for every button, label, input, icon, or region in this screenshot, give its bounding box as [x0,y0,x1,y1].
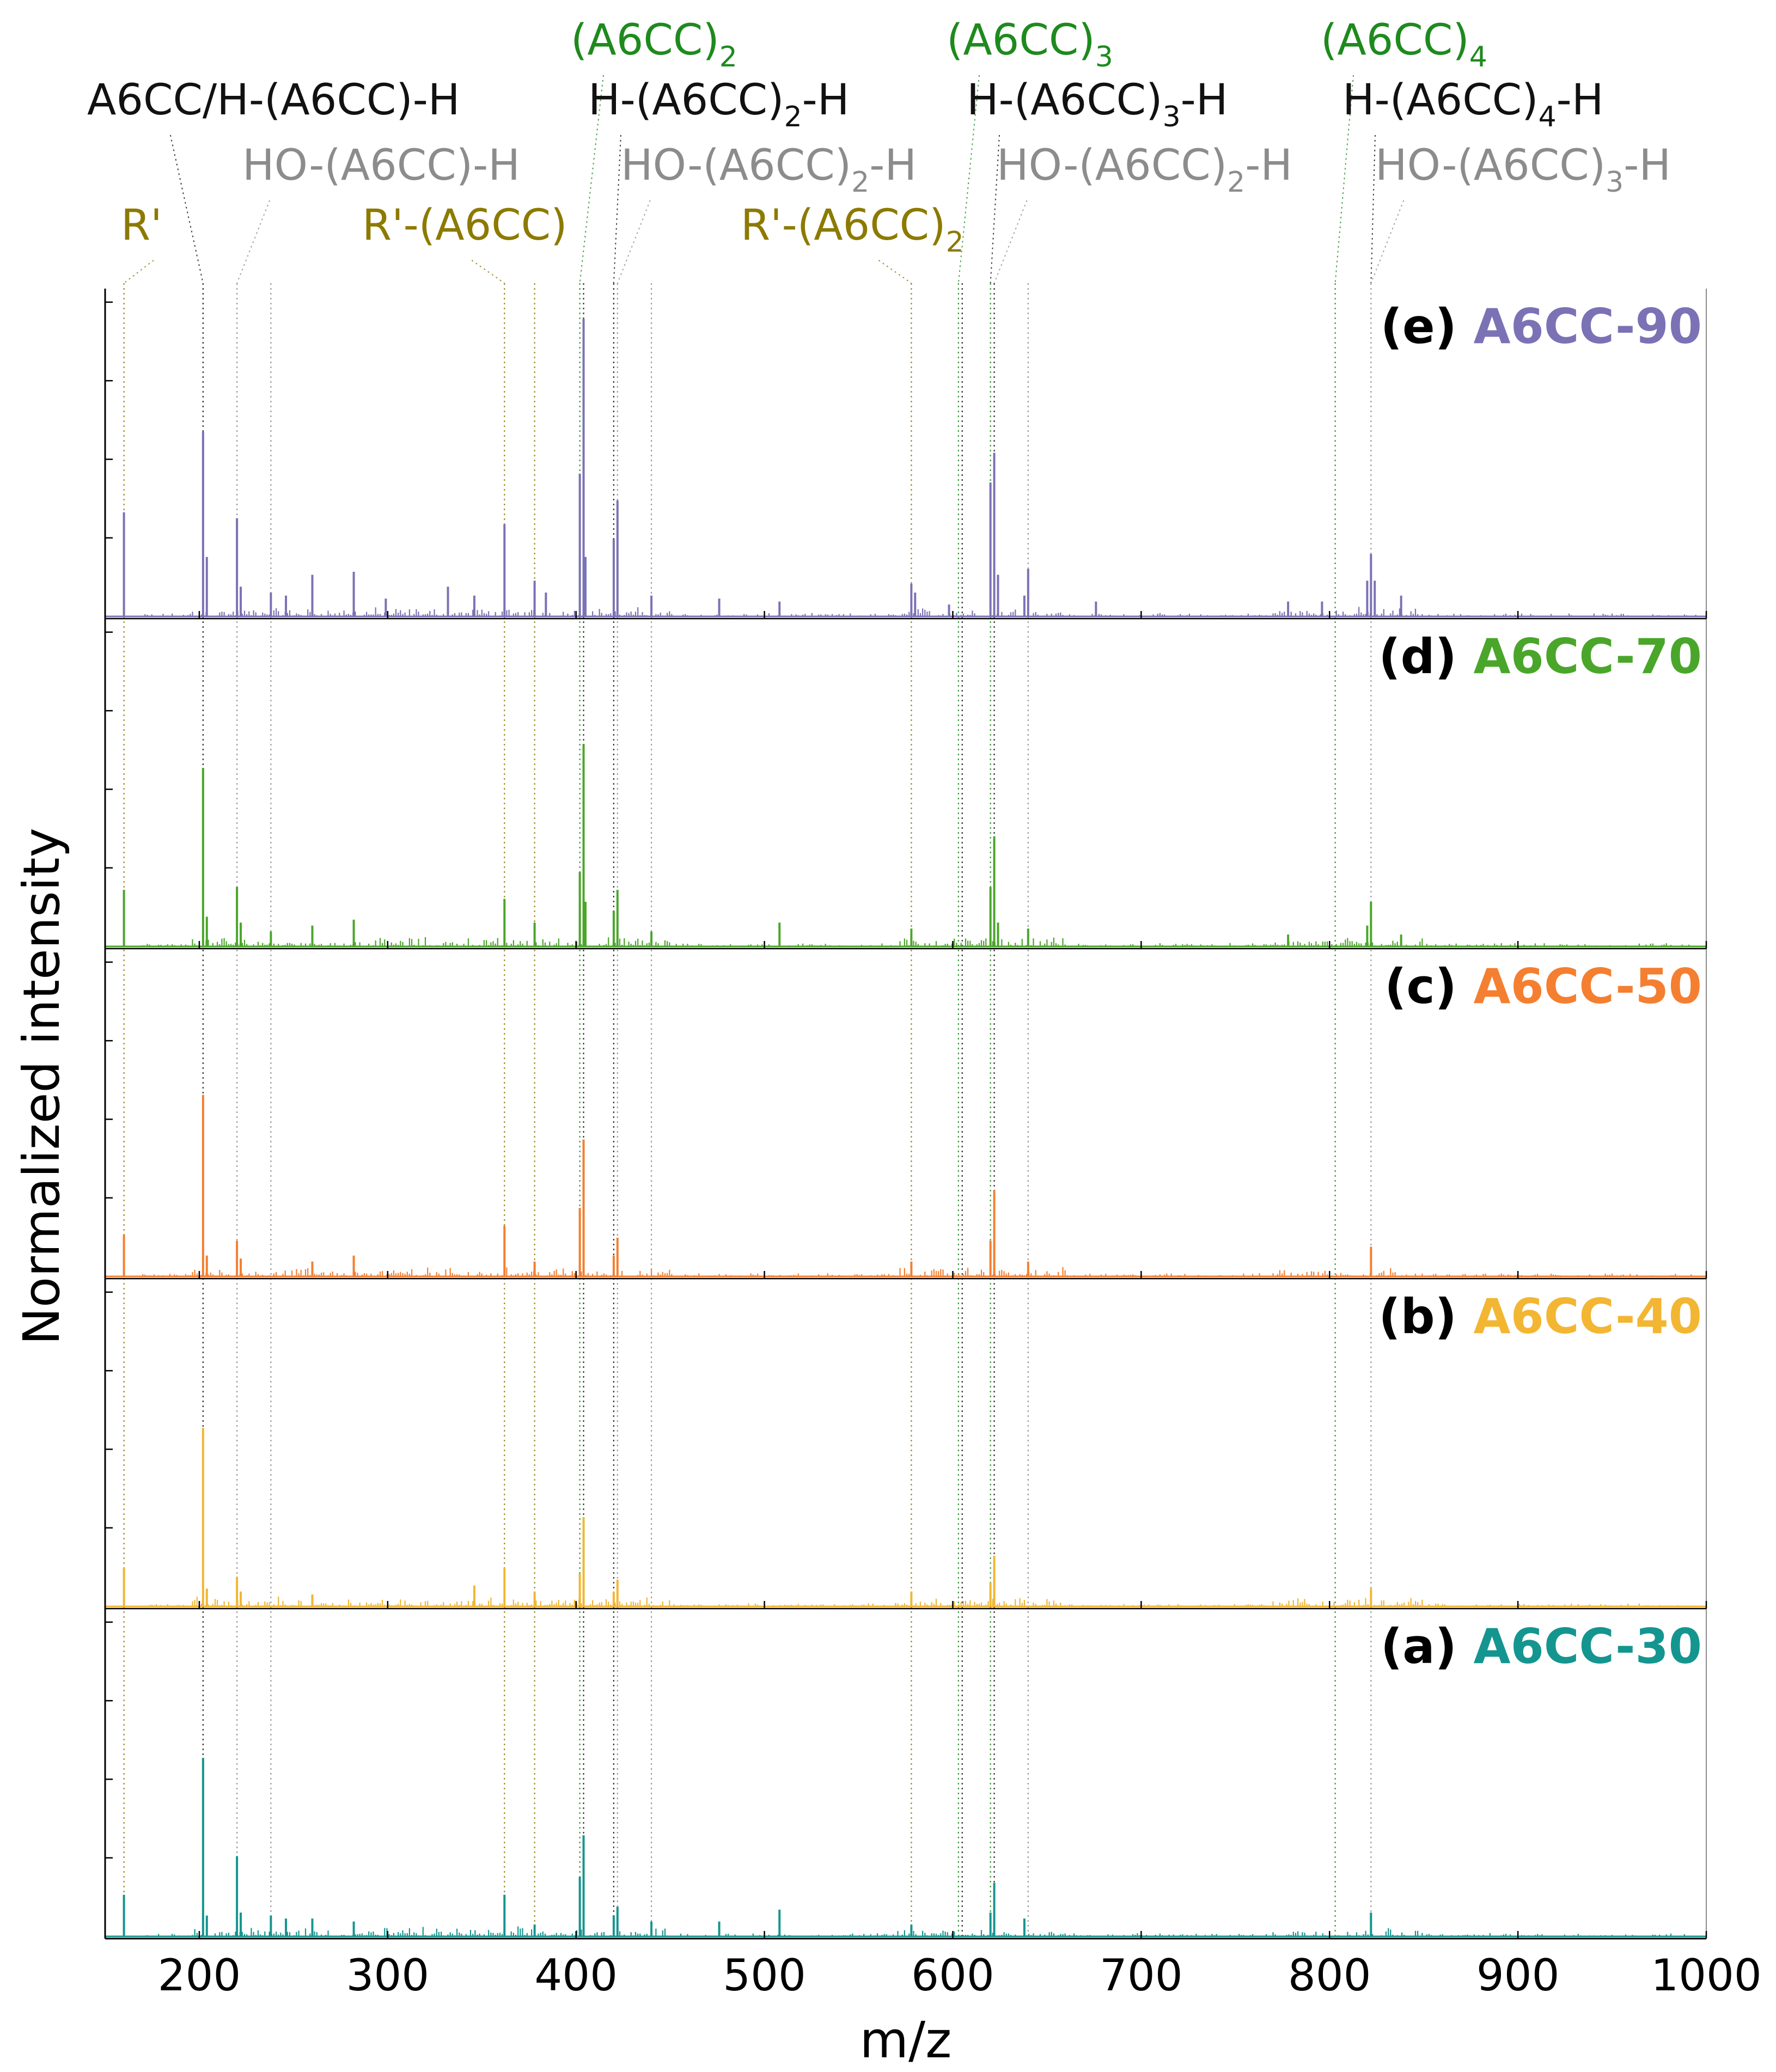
annotation-connector-6 [1370,135,1376,284]
annotation-5: H-(A6CC)3-H [967,76,1228,133]
noise-b [142,1597,1696,1606]
panel-letter-e: (e) [1381,298,1474,354]
panel-letter-c: (c) [1384,958,1473,1014]
annotation-connector-11 [123,260,154,284]
annotation-connector-0 [579,75,604,284]
annotation-connector-10 [1370,200,1405,284]
annotation-tail-6: -H [1557,76,1604,125]
annotation-tail-10: -H [1624,141,1671,190]
annotation-sub-1: 3 [1095,41,1113,74]
annotation-sub-6: 4 [1539,101,1557,133]
annotation-text-3: A6CC/H-(A6CC)-H [87,76,460,125]
annotation-tail-8: -H [869,141,917,190]
x-tick-label-2: 400 [534,1950,618,2001]
x-tick-label-3: 500 [723,1950,806,2001]
annotation-sub-4: 2 [784,101,802,133]
annotation-connector-8 [617,200,651,284]
annotation-6: H-(A6CC)4-H [1342,76,1603,133]
annotation-7: HO-(A6CC)-H [242,141,520,190]
annotation-connector-4 [613,135,621,284]
y-axis-title: Normalized intensity [13,828,71,1345]
noise-e [142,607,1696,616]
panel-label-b: (b) A6CC-40 [1378,1288,1702,1344]
annotation-connector-7 [236,200,271,284]
annotation-3: A6CC/H-(A6CC)-H [87,76,460,125]
annotation-1: (A6CC)3 [947,16,1113,74]
x-tick-label-5: 700 [1100,1950,1183,2001]
annotation-connector-13 [878,260,912,284]
annotation-sub-2: 4 [1469,41,1487,74]
panel-name-c: A6CC-50 [1473,958,1702,1014]
panel-label-c: (c) A6CC-50 [1384,958,1702,1014]
annotation-tail-4: -H [802,76,850,125]
annotation-sub-0: 2 [719,41,737,74]
x-tick-label-8: 1000 [1651,1950,1762,2001]
panel-label-d: (d) A6CC-70 [1378,628,1702,684]
annotation-4: H-(A6CC)2-H [588,76,849,133]
annotation-sub-8: 2 [851,166,869,199]
annotation-text-4: H-(A6CC) [588,76,784,125]
annotation-tail-5: -H [1181,76,1228,125]
annotation-8: HO-(A6CC)2-H [621,141,917,199]
annotation-connector-12 [471,260,505,284]
annotation-tail-9: -H [1245,141,1292,190]
annotation-connector-2 [1334,75,1354,284]
annotation-2: (A6CC)4 [1321,16,1487,74]
x-tick-label-1: 300 [346,1950,429,2001]
panel-label-a: (a) A6CC-30 [1381,1618,1702,1674]
annotation-text-1: (A6CC) [947,16,1095,65]
panel-name-a: A6CC-30 [1473,1618,1702,1674]
annotation-text-9: HO-(A6CC) [997,141,1227,190]
panel-name-e: A6CC-90 [1473,298,1702,354]
annotation-sub-10: 3 [1606,166,1624,199]
annotation-connector-9 [993,200,1028,284]
x-tick-label-4: 600 [911,1950,994,2001]
annotation-text-10: HO-(A6CC) [1375,141,1606,190]
panel-letter-d: (d) [1378,628,1473,684]
annotation-12: R'-(A6CC) [362,201,567,250]
annotation-text-8: HO-(A6CC) [621,141,851,190]
annotation-text-12: R'-(A6CC) [362,201,567,250]
panel-label-e: (e) A6CC-90 [1381,298,1702,354]
x-tick-label-6: 800 [1288,1950,1371,2001]
annotation-text-0: (A6CC) [571,16,719,65]
annotation-text-13: R'-(A6CC) [741,201,946,250]
annotation-text-2: (A6CC) [1321,16,1469,65]
annotation-text-11: R' [121,201,162,250]
annotation-text-7: HO-(A6CC)-H [242,141,520,190]
noise-a [142,1926,1696,1936]
panel-letter-b: (b) [1378,1288,1473,1344]
annotation-sub-9: 2 [1227,166,1245,199]
annotation-0: (A6CC)2 [571,16,737,74]
annotation-sub-5: 3 [1163,101,1181,133]
annotation-10: HO-(A6CC)3-H [1375,141,1671,199]
noise-d [142,937,1696,946]
annotation-11: R' [121,201,162,250]
annotation-text-5: H-(A6CC) [967,76,1163,125]
annotation-text-6: H-(A6CC) [1342,76,1539,125]
annotation-sub-13: 2 [946,226,964,259]
panel-name-b: A6CC-40 [1473,1288,1702,1344]
annotation-9: HO-(A6CC)2-H [997,141,1292,199]
x-tick-label-0: 200 [158,1950,241,2001]
annotation-connector-3 [169,135,204,284]
noise-c [142,1267,1696,1276]
panel-letter-a: (a) [1381,1618,1473,1674]
annotation-13: R'-(A6CC)2 [741,201,964,259]
annotation-connector-5 [990,135,1000,284]
x-axis-title: m/z [860,2011,952,2069]
annotation-connector-1 [957,75,980,284]
panel-name-d: A6CC-70 [1473,628,1702,684]
x-tick-label-7: 900 [1476,1950,1560,2001]
